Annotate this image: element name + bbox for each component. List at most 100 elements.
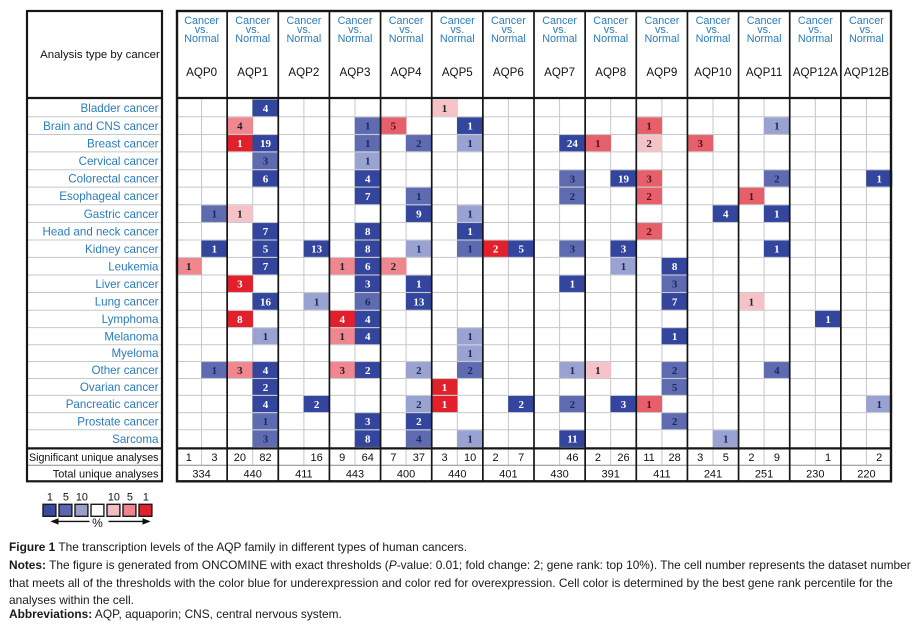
svg-text:2: 2 [263,382,269,394]
svg-text:10: 10 [76,491,88,503]
svg-text:1: 1 [570,279,576,291]
svg-text:230: 230 [806,468,824,480]
svg-text:2: 2 [748,452,754,464]
svg-text:8: 8 [237,314,243,326]
svg-text:1: 1 [186,452,192,464]
svg-text:Kidney cancer: Kidney cancer [85,243,159,256]
svg-text:3: 3 [365,279,371,291]
svg-text:AQP0: AQP0 [186,66,217,79]
svg-text:5: 5 [63,491,69,503]
svg-text:1: 1 [595,365,601,377]
svg-text:1: 1 [314,296,320,308]
svg-text:3: 3 [263,156,269,168]
svg-text:vs.: vs. [655,24,669,36]
svg-text:1: 1 [442,382,448,394]
svg-text:1: 1 [774,209,780,221]
svg-text:Cancer: Cancer [491,15,526,27]
svg-text:2: 2 [365,365,371,377]
svg-text:Normal: Normal [491,33,526,45]
svg-text:5: 5 [127,491,133,503]
svg-text:AQP7: AQP7 [544,66,575,79]
svg-text:Breast cancer: Breast cancer [87,137,159,150]
svg-text:2: 2 [416,399,422,411]
svg-text:2: 2 [646,138,652,150]
svg-text:Esophageal cancer: Esophageal cancer [59,190,158,203]
svg-text:vs.: vs. [450,24,464,36]
svg-text:Cancer: Cancer [338,15,373,27]
svg-text:1: 1 [365,138,371,150]
svg-text:1: 1 [339,261,345,273]
svg-text:3: 3 [697,452,703,464]
svg-text:AQP10: AQP10 [694,66,731,79]
svg-text:8: 8 [672,261,678,273]
svg-text:Cancer: Cancer [593,15,628,27]
svg-text:vs.: vs. [860,24,874,36]
svg-text:%: % [92,516,103,530]
svg-text:334: 334 [192,468,210,480]
svg-text:AQP3: AQP3 [340,66,371,79]
svg-text:82: 82 [259,452,271,464]
svg-text:5: 5 [391,121,397,133]
svg-text:1: 1 [570,365,576,377]
svg-text:13: 13 [413,296,425,308]
svg-text:Cancer: Cancer [542,15,577,27]
svg-text:13: 13 [311,244,323,256]
svg-text:411: 411 [653,468,671,480]
svg-text:1: 1 [467,209,473,221]
svg-text:Head and neck cancer: Head and neck cancer [42,225,158,238]
svg-text:1: 1 [467,331,473,343]
svg-text:4: 4 [339,314,345,326]
svg-text:5: 5 [263,244,269,256]
svg-text:1: 1 [442,399,448,411]
svg-text:1: 1 [646,121,652,133]
svg-text:Sarcoma: Sarcoma [112,433,159,446]
svg-text:64: 64 [362,452,374,464]
svg-text:1: 1 [621,261,627,273]
svg-text:10: 10 [464,452,476,464]
svg-text:2: 2 [416,138,422,150]
svg-text:3: 3 [365,416,371,428]
svg-text:1: 1 [467,138,473,150]
svg-text:Analysis type by cancer: Analysis type by cancer [40,49,160,61]
svg-text:3: 3 [646,173,652,185]
svg-text:2: 2 [646,226,652,238]
svg-text:AQP6: AQP6 [493,66,524,79]
svg-text:vs.: vs. [297,24,311,36]
svg-text:3: 3 [441,452,447,464]
svg-text:3: 3 [621,244,627,256]
svg-text:4: 4 [263,365,269,377]
svg-text:16: 16 [260,296,272,308]
svg-text:Bladder cancer: Bladder cancer [81,102,159,115]
svg-text:401: 401 [499,468,517,480]
svg-text:1: 1 [723,434,729,446]
svg-text:6: 6 [263,173,269,185]
svg-text:6: 6 [365,296,371,308]
svg-text:Cancer: Cancer [235,15,270,27]
svg-text:vs.: vs. [706,24,720,36]
svg-text:Cancer: Cancer [798,15,833,27]
svg-text:Cancer: Cancer [440,15,475,27]
svg-text:19: 19 [618,173,630,185]
svg-text:2: 2 [416,365,422,377]
svg-text:2: 2 [493,244,499,256]
svg-text:AQP4: AQP4 [391,66,422,79]
svg-text:2: 2 [876,452,882,464]
svg-text:7: 7 [390,452,396,464]
svg-text:1: 1 [825,314,831,326]
svg-text:Total unique analyses: Total unique analyses [53,468,159,480]
svg-text:1: 1 [365,121,371,133]
svg-text:Pancreatic cancer: Pancreatic cancer [66,398,159,411]
svg-text:2: 2 [467,365,473,377]
svg-text:1: 1 [416,279,422,291]
svg-text:1: 1 [595,138,601,150]
svg-text:9: 9 [774,452,780,464]
svg-text:3: 3 [339,365,345,377]
svg-text:AQP11: AQP11 [746,66,783,79]
svg-text:1: 1 [416,244,422,256]
svg-text:7: 7 [263,261,269,273]
svg-text:4: 4 [237,121,243,133]
svg-text:2: 2 [570,399,576,411]
svg-text:1: 1 [467,348,473,360]
svg-text:3: 3 [697,138,703,150]
svg-text:vs.: vs. [399,24,413,36]
